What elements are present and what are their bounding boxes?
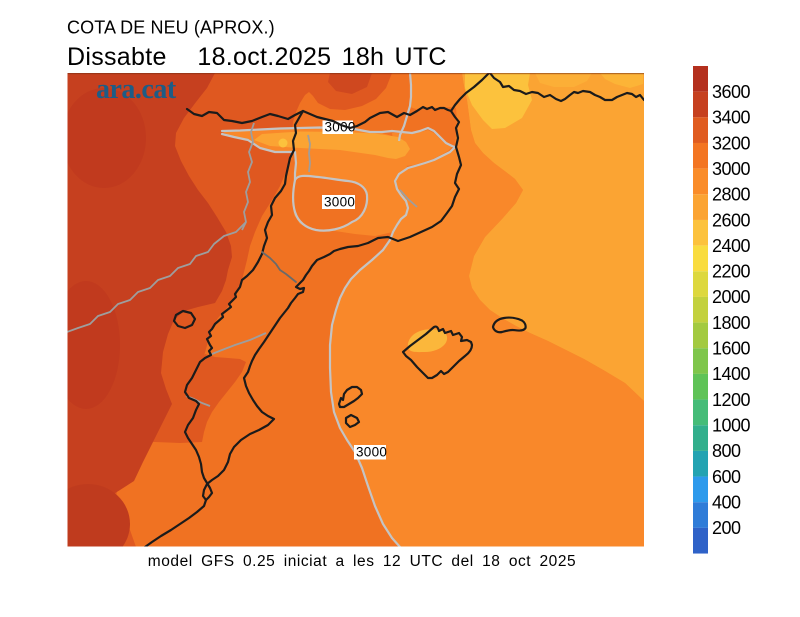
svg-text:model GFS 0.25 iniciat a les 1: model GFS 0.25 iniciat a les 12 UTC del … [148, 553, 576, 570]
svg-text:600: 600 [712, 467, 741, 487]
svg-text:COTA DE NEU (APROX.): COTA DE NEU (APROX.) [67, 18, 275, 38]
svg-text:3000: 3000 [712, 159, 751, 179]
svg-text:3000: 3000 [324, 195, 355, 210]
svg-text:3600: 3600 [712, 82, 751, 102]
svg-text:3400: 3400 [712, 108, 751, 128]
svg-text:1600: 1600 [712, 339, 751, 359]
svg-text:2400: 2400 [712, 236, 751, 256]
svg-text:1000: 1000 [712, 416, 751, 436]
svg-text:800: 800 [712, 441, 741, 461]
svg-text:2600: 2600 [712, 210, 751, 230]
svg-text:2000: 2000 [712, 287, 751, 307]
svg-text:1800: 1800 [712, 313, 751, 333]
svg-text:2200: 2200 [712, 262, 751, 282]
svg-text:400: 400 [712, 492, 741, 512]
svg-text:3200: 3200 [712, 133, 751, 153]
svg-text:Dissabte 18.oct.2025 18h UTC: Dissabte 18.oct.2025 18h UTC [67, 43, 447, 71]
svg-text:3000: 3000 [325, 120, 356, 135]
svg-text:3000: 3000 [356, 445, 387, 460]
svg-text:2800: 2800 [712, 185, 751, 205]
svg-text:200: 200 [712, 518, 741, 538]
svg-text:1400: 1400 [712, 364, 751, 384]
svg-text:ara.cat: ara.cat [96, 74, 177, 105]
svg-text:1200: 1200 [712, 390, 751, 410]
